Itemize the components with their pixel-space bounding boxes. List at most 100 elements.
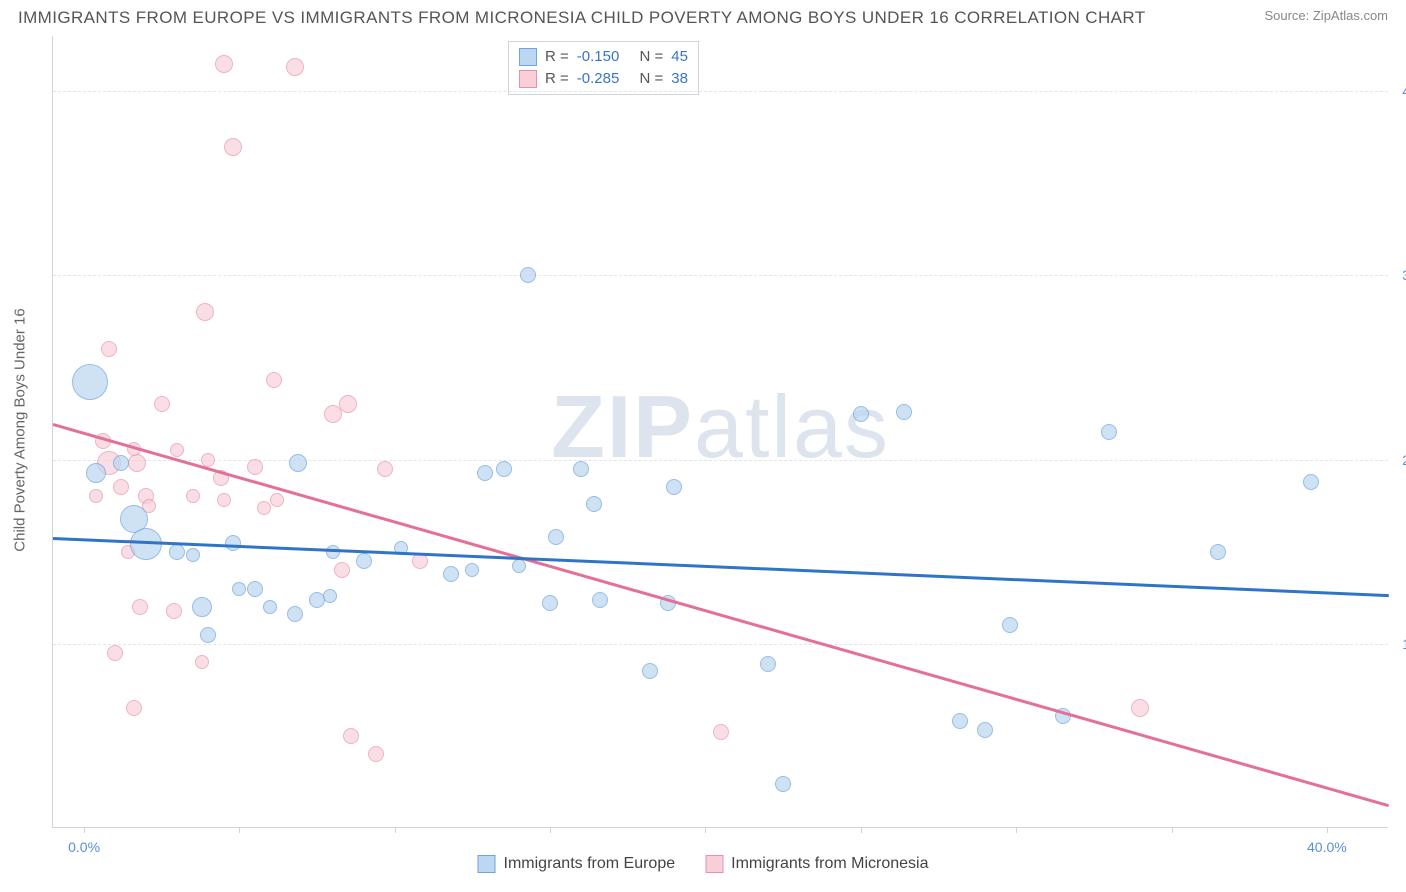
gridline [53, 644, 1388, 645]
data-point-micronesia [224, 138, 242, 156]
n-label: N = [639, 68, 663, 90]
y-tick-label: 10.0% [1402, 636, 1406, 652]
y-tick-label: 40.0% [1402, 83, 1406, 99]
data-point-micronesia [128, 454, 146, 472]
data-point-europe [573, 461, 589, 477]
data-point-micronesia [113, 479, 129, 495]
data-point-europe [186, 548, 200, 562]
data-point-micronesia [339, 395, 357, 413]
x-tick [1016, 827, 1017, 833]
data-point-europe [760, 656, 776, 672]
data-point-europe [775, 776, 791, 792]
data-point-europe [592, 592, 608, 608]
x-tick [861, 827, 862, 833]
swatch-micronesia-icon [519, 70, 537, 88]
data-point-micronesia [195, 655, 209, 669]
chart-header: IMMIGRANTS FROM EUROPE VS IMMIGRANTS FRO… [18, 8, 1388, 28]
r-label: R = [545, 46, 569, 68]
data-point-europe [896, 404, 912, 420]
data-point-micronesia [201, 453, 215, 467]
x-tick [1172, 827, 1173, 833]
correlation-legend: R = -0.150 N = 45 R = -0.285 N = 38 [508, 41, 699, 95]
x-tick-label: 40.0% [1307, 839, 1347, 855]
data-point-micronesia [154, 396, 170, 412]
data-point-europe [443, 566, 459, 582]
data-point-micronesia [126, 700, 142, 716]
data-point-europe [1101, 424, 1117, 440]
data-point-europe [853, 406, 869, 422]
source-attribution: Source: ZipAtlas.com [1264, 8, 1388, 23]
legend-label-micronesia: Immigrants from Micronesia [731, 855, 928, 873]
data-point-europe [169, 544, 185, 560]
r-value-micronesia: -0.285 [577, 68, 620, 90]
x-tick [84, 827, 85, 833]
data-point-europe [192, 597, 212, 617]
data-point-europe [496, 461, 512, 477]
data-point-micronesia [170, 443, 184, 457]
x-tick [395, 827, 396, 833]
data-point-europe [542, 595, 558, 611]
data-point-europe [977, 722, 993, 738]
data-point-europe [520, 267, 536, 283]
swatch-europe-icon [519, 48, 537, 66]
data-point-europe [666, 479, 682, 495]
data-point-europe [356, 553, 372, 569]
legend-row-micronesia: R = -0.285 N = 38 [519, 68, 688, 90]
gridline [53, 275, 1388, 276]
legend-item-micronesia: Immigrants from Micronesia [705, 855, 928, 873]
data-point-europe [642, 663, 658, 679]
y-axis-label: Child Poverty Among Boys Under 16 [12, 308, 29, 551]
n-value-europe: 45 [671, 46, 688, 68]
data-point-micronesia [368, 746, 384, 762]
data-point-europe [86, 463, 106, 483]
data-point-micronesia [166, 603, 182, 619]
data-point-micronesia [132, 599, 148, 615]
data-point-micronesia [101, 341, 117, 357]
chart-title: IMMIGRANTS FROM EUROPE VS IMMIGRANTS FRO… [18, 8, 1146, 28]
data-point-europe [586, 496, 602, 512]
trend-line-micronesia [53, 423, 1390, 807]
x-tick [705, 827, 706, 833]
data-point-europe [130, 528, 162, 560]
data-point-europe [232, 582, 246, 596]
data-point-europe [287, 606, 303, 622]
r-value-europe: -0.150 [577, 46, 620, 68]
series-legend: Immigrants from Europe Immigrants from M… [478, 855, 929, 873]
data-point-europe [263, 600, 277, 614]
y-tick-label: 30.0% [1402, 267, 1406, 283]
data-point-europe [465, 563, 479, 577]
data-point-europe [225, 535, 241, 551]
x-tick [239, 827, 240, 833]
data-point-europe [326, 545, 340, 559]
data-point-europe [200, 627, 216, 643]
data-point-europe [1210, 544, 1226, 560]
x-tick-label: 0.0% [68, 839, 100, 855]
data-point-europe [323, 589, 337, 603]
n-label: N = [639, 46, 663, 68]
n-value-micronesia: 38 [671, 68, 688, 90]
data-point-micronesia [377, 461, 393, 477]
r-label: R = [545, 68, 569, 90]
data-point-europe [477, 465, 493, 481]
data-point-europe [512, 559, 526, 573]
swatch-europe-icon [478, 855, 496, 873]
swatch-micronesia-icon [705, 855, 723, 873]
data-point-micronesia [286, 58, 304, 76]
data-point-micronesia [270, 493, 284, 507]
data-point-europe [1303, 474, 1319, 490]
data-point-micronesia [186, 489, 200, 503]
data-point-micronesia [217, 493, 231, 507]
data-point-europe [247, 581, 263, 597]
data-point-micronesia [334, 562, 350, 578]
data-point-micronesia [713, 724, 729, 740]
data-point-micronesia [343, 728, 359, 744]
watermark: ZIPatlas [551, 375, 890, 477]
y-tick-label: 20.0% [1402, 452, 1406, 468]
gridline [53, 91, 1388, 92]
data-point-micronesia [196, 303, 214, 321]
data-point-micronesia [89, 489, 103, 503]
plot-area: ZIPatlas R = -0.150 N = 45 R = -0.285 N … [52, 36, 1388, 828]
data-point-micronesia [107, 645, 123, 661]
legend-item-europe: Immigrants from Europe [478, 855, 676, 873]
data-point-micronesia [215, 55, 233, 73]
